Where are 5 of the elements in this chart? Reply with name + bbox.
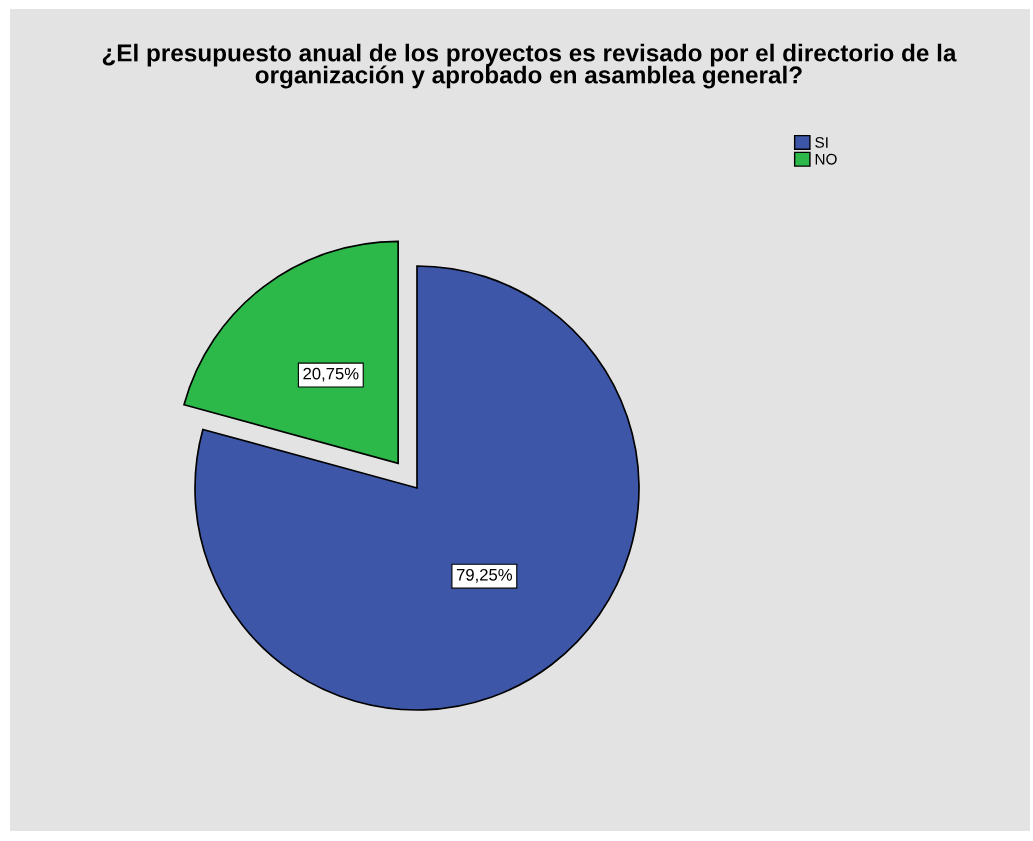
legend-label: NO	[815, 153, 837, 165]
data-label: 79,25%	[456, 568, 513, 583]
chart-title: ¿El presupuesto anual de los proyectos es revisado por el directorio de la organización y aprobado en asamblea general?	[102, 43, 957, 89]
legend-label: SI	[815, 137, 828, 148]
data-label: 20,75%	[303, 367, 359, 382]
